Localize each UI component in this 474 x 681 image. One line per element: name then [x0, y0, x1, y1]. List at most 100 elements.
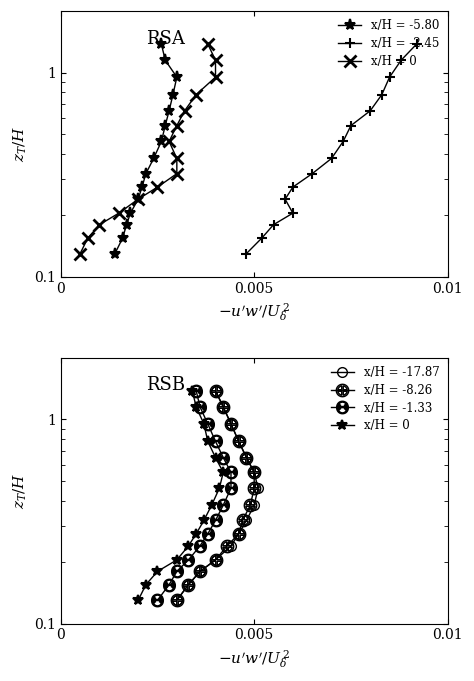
x/H = 0	[213, 73, 219, 81]
x/H = -1.33	[220, 454, 226, 462]
x/H = 0	[135, 596, 141, 604]
Line: x/H = -2.45: x/H = -2.45	[242, 39, 421, 258]
x/H = -1.33	[228, 469, 234, 477]
Line: x/H = -17.87: x/H = -17.87	[172, 386, 263, 605]
x/H = 0	[116, 209, 122, 217]
x/H = -8.26	[240, 516, 246, 524]
x/H = -17.87	[228, 542, 234, 550]
x/H = 0	[155, 567, 160, 575]
x/H = -1.33	[166, 581, 172, 589]
x/H = -2.45	[310, 170, 315, 178]
x/H = -5.80	[120, 234, 126, 242]
x/H = -2.45	[244, 249, 249, 257]
x/H = -5.80	[112, 249, 118, 257]
x/H = -17.87	[228, 419, 234, 428]
x/H = -17.87	[213, 556, 219, 564]
x/H = -1.33	[155, 596, 160, 604]
x/H = -17.87	[186, 581, 191, 589]
x/H = 0	[135, 195, 141, 203]
Line: x/H = -8.26: x/H = -8.26	[171, 385, 260, 607]
x/H = 0	[213, 454, 219, 462]
x/H = -8.26	[220, 403, 226, 411]
x/H = -17.87	[244, 516, 249, 524]
x/H = -1.33	[205, 419, 210, 428]
x/H = 0	[174, 155, 180, 163]
x/H = -2.45	[367, 107, 373, 115]
x/H = -8.26	[224, 542, 230, 550]
Text: RSB: RSB	[146, 377, 185, 394]
x/H = 0	[205, 437, 210, 445]
x/H = -17.87	[220, 403, 226, 411]
x/H = -1.33	[228, 484, 234, 492]
x/H = 0	[190, 387, 195, 395]
Legend: x/H = -5.80, x/H = -2.45, x/H = 0: x/H = -5.80, x/H = -2.45, x/H = 0	[333, 15, 444, 73]
Y-axis label: $z_T/H$: $z_T/H$	[11, 473, 28, 509]
x/H = -5.80	[139, 183, 145, 191]
x/H = 0	[193, 530, 199, 538]
x/H = -2.45	[414, 40, 419, 48]
x/H = -1.33	[220, 501, 226, 509]
x/H = 0	[213, 56, 219, 64]
Line: x/H = 0: x/H = 0	[74, 38, 221, 259]
x/H = -5.80	[174, 73, 180, 81]
x/H = -5.80	[158, 40, 164, 48]
x/H = 0	[193, 403, 199, 411]
x/H = -17.87	[251, 469, 257, 477]
x/H = -8.26	[236, 530, 242, 538]
x/H = -2.45	[398, 56, 404, 64]
Text: RSA: RSA	[146, 30, 185, 48]
X-axis label: $-u'w'/U_\delta^{\,2}$: $-u'w'/U_\delta^{\,2}$	[218, 301, 290, 323]
x/H = 0	[77, 249, 83, 257]
x/H = -8.26	[213, 556, 219, 564]
x/H = -17.87	[255, 484, 261, 492]
x/H = -5.80	[158, 138, 164, 146]
X-axis label: $-u'w'/U_\delta^{\,2}$: $-u'w'/U_\delta^{\,2}$	[218, 648, 290, 670]
x/H = -2.45	[290, 183, 296, 191]
x/H = -8.26	[228, 419, 234, 428]
x/H = -8.26	[247, 501, 253, 509]
x/H = -17.87	[251, 501, 257, 509]
x/H = -17.87	[213, 387, 219, 395]
x/H = -8.26	[186, 581, 191, 589]
x/H = -5.80	[124, 221, 129, 229]
x/H = 0	[143, 581, 149, 589]
x/H = -1.33	[186, 556, 191, 564]
x/H = 0	[205, 40, 210, 48]
x/H = -8.26	[213, 387, 219, 395]
x/H = -1.33	[197, 403, 203, 411]
x/H = 0	[85, 234, 91, 242]
x/H = 0	[217, 484, 222, 492]
x/H = 0	[155, 183, 160, 191]
x/H = 0	[209, 501, 215, 509]
x/H = -1.33	[213, 437, 219, 445]
x/H = -1.33	[213, 516, 219, 524]
Line: x/H = -5.80: x/H = -5.80	[109, 38, 182, 259]
x/H = -2.45	[259, 234, 265, 242]
x/H = -17.87	[236, 530, 242, 538]
x/H = -8.26	[251, 484, 257, 492]
Y-axis label: $z_T/H$: $z_T/H$	[11, 126, 28, 162]
x/H = -8.26	[251, 469, 257, 477]
x/H = -5.80	[143, 170, 149, 178]
x/H = -5.80	[163, 56, 168, 64]
x/H = -5.80	[135, 195, 141, 203]
Line: x/H = 0: x/H = 0	[133, 386, 228, 605]
x/H = 0	[220, 469, 226, 477]
x/H = -1.33	[205, 530, 210, 538]
x/H = 0	[166, 138, 172, 146]
x/H = -2.45	[379, 91, 385, 99]
x/H = -2.45	[387, 73, 392, 81]
x/H = -2.45	[340, 138, 346, 146]
x/H = -5.80	[170, 91, 176, 99]
x/H = -2.45	[290, 209, 296, 217]
x/H = 0	[201, 419, 207, 428]
x/H = -8.26	[236, 437, 242, 445]
x/H = 0	[97, 221, 102, 229]
x/H = 0	[193, 91, 199, 99]
x/H = 0	[174, 170, 180, 178]
x/H = -5.80	[128, 209, 133, 217]
x/H = -17.87	[197, 567, 203, 575]
x/H = 0	[174, 121, 180, 129]
x/H = -5.80	[151, 155, 156, 163]
x/H = -2.45	[328, 155, 334, 163]
